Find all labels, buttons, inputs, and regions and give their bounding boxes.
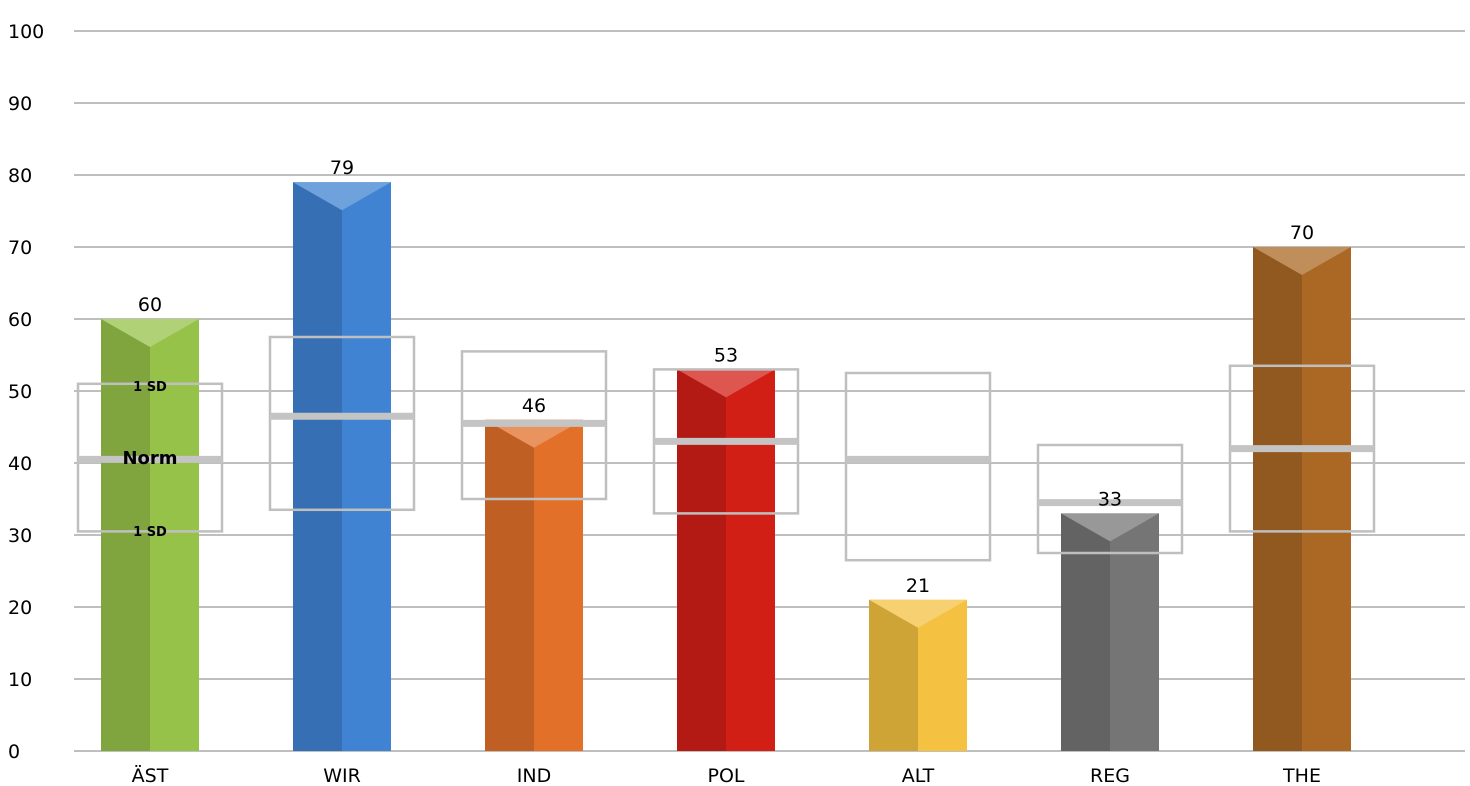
bar-right-face: [342, 182, 391, 751]
sd-upper-label: 1 SD: [133, 380, 167, 395]
bar-right-face: [1302, 247, 1351, 751]
bar-top-facet: [101, 319, 199, 347]
bar-top-facet: [1061, 513, 1159, 542]
bar: [293, 182, 391, 751]
bar-right-face: [918, 599, 967, 751]
y-tick-label: 0: [8, 741, 20, 763]
category-label: THE: [1282, 765, 1321, 786]
bar: [101, 319, 199, 751]
bar-left-face: [677, 369, 726, 751]
norm-band-box: [844, 371, 992, 562]
value-label: 70: [1290, 222, 1314, 244]
category-label: POL: [708, 765, 745, 786]
category-label: ÄST: [132, 764, 169, 786]
y-tick-label: 80: [8, 165, 32, 187]
category-label: REG: [1090, 765, 1130, 786]
value-labels: 60 79 46 53 21 33 70: [138, 157, 1314, 597]
y-tick-label: 100: [8, 21, 44, 43]
norm-label: Norm: [122, 448, 177, 469]
bar-left-face: [485, 419, 534, 751]
norm-band-box: [1036, 443, 1184, 555]
bar-top-facet: [1253, 247, 1351, 275]
bar-right-face: [150, 319, 199, 751]
norm-annotations: 1 SD Norm 1 SD: [122, 380, 177, 540]
value-label: 46: [522, 395, 546, 417]
bar-left-face: [1253, 247, 1302, 751]
category-label: ALT: [902, 765, 935, 786]
bar: [677, 369, 775, 751]
bar-left-face: [101, 319, 150, 751]
bar-right-face: [726, 369, 775, 751]
bar-right-face: [1110, 513, 1159, 751]
y-axis-tick-labels: 0 10 20 30 40 50 60 70 80 90 100: [8, 21, 44, 763]
y-tick-label: 60: [8, 309, 32, 331]
bar-top-facet: [677, 369, 775, 398]
value-label: 60: [138, 294, 162, 316]
bar: [485, 419, 583, 751]
y-tick-label: 10: [8, 669, 32, 691]
bar-right-face: [534, 419, 583, 751]
sd-lower-label: 1 SD: [133, 525, 167, 540]
bar-left-face: [293, 182, 342, 751]
value-label: 33: [1098, 488, 1122, 510]
bar: [1253, 247, 1351, 751]
bar-top-facet: [293, 182, 391, 211]
bar-left-face: [869, 599, 918, 751]
value-label: 79: [330, 157, 354, 179]
bar: [869, 599, 967, 751]
bar-top-facet: [869, 599, 967, 628]
y-tick-label: 30: [8, 525, 32, 547]
y-tick-label: 90: [8, 93, 32, 115]
bar: [1061, 513, 1159, 751]
y-tick-label: 20: [8, 597, 32, 619]
category-label: IND: [517, 765, 551, 786]
value-label: 21: [906, 575, 930, 597]
y-tick-label: 40: [8, 453, 32, 475]
norm-band-box: [268, 335, 416, 512]
y-tick-label: 70: [8, 237, 32, 259]
value-label: 53: [714, 344, 738, 366]
y-tick-label: 50: [8, 381, 32, 403]
norm-bands: [76, 335, 1376, 562]
category-label: WIR: [323, 765, 361, 786]
bars: [101, 182, 1351, 751]
bar-left-face: [1061, 513, 1110, 751]
x-axis-category-labels: ÄST WIR IND POL ALT REG THE: [132, 764, 1321, 786]
